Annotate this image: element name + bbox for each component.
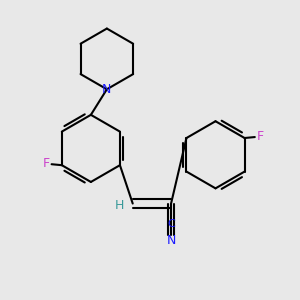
Text: C: C	[167, 219, 175, 229]
Text: N: N	[167, 234, 176, 247]
Text: F: F	[43, 157, 50, 170]
Text: N: N	[102, 83, 112, 96]
Text: F: F	[256, 130, 263, 143]
Text: H: H	[115, 199, 124, 212]
